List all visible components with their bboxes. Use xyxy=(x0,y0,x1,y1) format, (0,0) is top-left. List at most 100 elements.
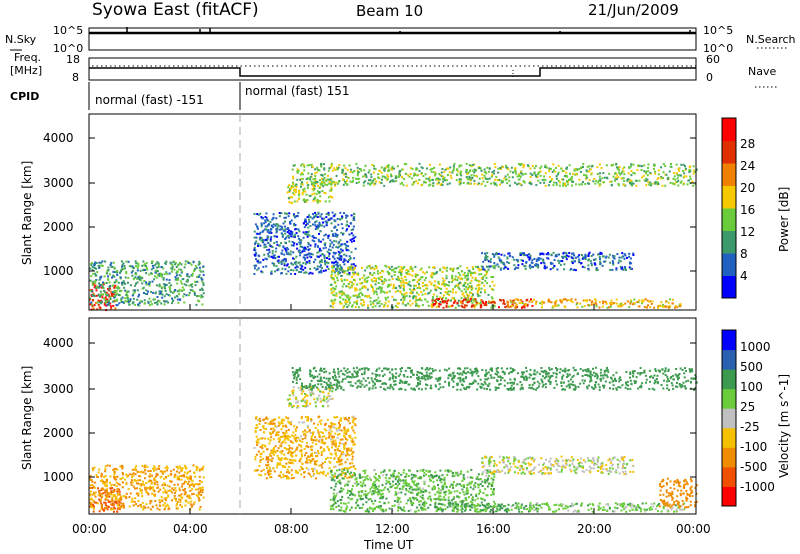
echo-cell xyxy=(506,261,509,264)
echo-cell xyxy=(592,253,595,256)
echo-cell xyxy=(441,168,444,170)
echo-cell xyxy=(108,493,111,496)
echo-cell xyxy=(679,181,682,184)
echo-cell xyxy=(104,504,107,507)
echo-cell xyxy=(445,287,448,290)
echo-cell xyxy=(144,469,147,472)
echo-cell xyxy=(321,253,324,256)
echo-cell xyxy=(496,263,499,266)
echo-cell xyxy=(363,169,366,172)
echo-cell xyxy=(174,276,177,279)
echo-cell xyxy=(557,164,560,167)
echo-cell xyxy=(629,181,631,184)
echo-cell xyxy=(333,436,335,439)
echo-cell xyxy=(371,301,374,304)
echo-cell xyxy=(560,167,563,170)
echo-cell xyxy=(399,182,402,185)
echo-cell xyxy=(674,178,677,181)
echo-cell xyxy=(178,471,181,474)
echo-cell xyxy=(113,503,115,506)
echo-cell xyxy=(129,300,131,303)
echo-cell xyxy=(334,232,337,235)
echo-cell xyxy=(643,305,646,308)
echo-cell xyxy=(257,213,260,216)
echo-cell xyxy=(275,228,278,231)
echo-cell xyxy=(490,276,493,278)
echo-cell xyxy=(667,301,670,304)
echo-cell xyxy=(355,177,358,180)
echo-cell xyxy=(326,178,329,181)
echo-cell xyxy=(694,170,697,173)
echo-cell xyxy=(345,244,348,247)
echo-cell xyxy=(491,175,493,178)
echo-cell xyxy=(354,287,357,290)
echo-cell xyxy=(117,489,120,492)
echo-cell xyxy=(301,250,304,253)
echo-cell xyxy=(358,278,361,281)
echo-cell xyxy=(571,180,574,183)
echo-cell xyxy=(476,290,479,293)
echo-cell xyxy=(327,472,329,475)
echo-cell xyxy=(386,296,389,299)
echo-cell xyxy=(140,471,143,474)
echo-cell xyxy=(522,180,525,183)
echo-cell xyxy=(195,483,198,486)
echo-cell xyxy=(507,252,510,255)
echo-cell xyxy=(135,482,138,485)
echo-cell xyxy=(330,283,333,286)
echo-cell xyxy=(106,495,108,498)
echo-cell xyxy=(92,499,95,502)
echo-cell xyxy=(432,273,435,276)
echo-cell xyxy=(336,235,339,238)
echo-cell xyxy=(432,266,434,269)
echo-cell xyxy=(479,291,482,294)
echo-cell xyxy=(463,282,466,285)
echo-cell xyxy=(115,500,117,503)
echo-cell xyxy=(470,288,473,291)
echo-cell xyxy=(367,276,370,279)
echo-cell xyxy=(402,279,405,282)
echo-cell xyxy=(103,501,106,504)
echo-cell xyxy=(284,260,287,263)
echo-cell xyxy=(513,268,516,271)
echo-cell xyxy=(482,276,485,278)
echo-cell xyxy=(317,226,320,229)
echo-cell xyxy=(269,221,272,223)
echo-cell xyxy=(177,301,180,304)
echo-cell xyxy=(265,477,268,480)
echo-cell xyxy=(107,288,110,290)
echo-cell xyxy=(303,198,306,201)
echo-cell xyxy=(628,166,631,169)
echo-cell xyxy=(306,461,309,464)
echo-cell xyxy=(588,165,591,168)
echo-cell xyxy=(685,175,688,178)
echo-cell xyxy=(325,223,328,226)
echo-cell xyxy=(158,504,161,507)
echo-cell xyxy=(281,418,284,421)
echo-cell xyxy=(363,280,366,283)
echo-cell xyxy=(166,467,169,470)
echo-cell xyxy=(194,284,197,287)
echo-cell xyxy=(164,489,167,492)
echo-cell xyxy=(297,211,300,214)
echo-cell xyxy=(467,287,469,290)
echo-cell xyxy=(361,294,364,296)
echo-cell xyxy=(255,258,257,261)
echo-cell xyxy=(381,280,383,283)
echo-cell xyxy=(305,233,308,236)
echo-cell xyxy=(481,268,484,271)
echo-cell xyxy=(604,256,607,259)
echo-cell xyxy=(101,487,104,490)
echo-cell xyxy=(590,255,593,257)
echo-cell xyxy=(101,504,103,507)
echo-cell xyxy=(470,299,472,302)
echo-cell xyxy=(178,477,180,480)
echo-cell xyxy=(597,253,599,256)
echo-cell xyxy=(285,249,288,252)
echo-cell xyxy=(316,251,319,254)
echo-cell xyxy=(542,178,545,181)
echo-cell xyxy=(176,500,179,503)
echo-cell xyxy=(314,245,317,248)
echo-cell xyxy=(417,278,420,281)
echo-cell xyxy=(667,177,670,179)
